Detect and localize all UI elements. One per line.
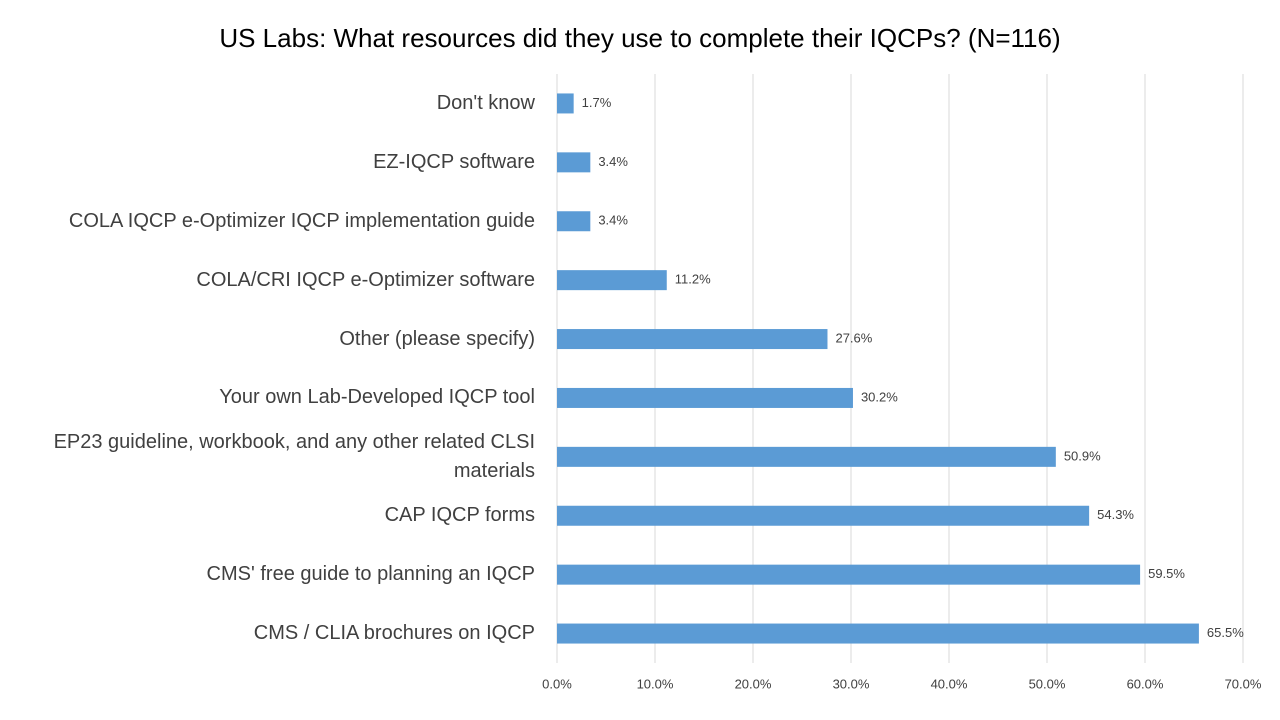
data-label: 50.9% — [1064, 448, 1101, 463]
category-label: CMS / CLIA brochures on IQCP — [253, 622, 535, 645]
category-label-box: CAP IQCP forms — [5, 487, 535, 545]
category-label: COLA/CRI IQCP e-Optimizer software — [196, 268, 535, 291]
category-label-box: CMS' free guide to planning an IQCP — [5, 546, 535, 604]
bar — [557, 152, 591, 173]
x-tick-label: 40.0% — [931, 676, 968, 691]
x-tick-label: 30.0% — [833, 676, 870, 691]
category-label-box: Other (please specify) — [5, 310, 535, 368]
category-label-box: Your own Lab-Developed IQCP tool — [5, 369, 535, 427]
bar — [557, 93, 574, 114]
x-tick-label: 0.0% — [542, 676, 572, 691]
data-label: 59.5% — [1148, 566, 1185, 581]
data-label: 54.3% — [1097, 507, 1134, 522]
data-label: 27.6% — [835, 330, 872, 345]
bar — [557, 564, 1141, 585]
bar — [557, 446, 1056, 467]
category-label: CAP IQCP forms — [384, 504, 535, 527]
x-tick-label: 70.0% — [1225, 676, 1262, 691]
x-tick-label: 20.0% — [735, 676, 772, 691]
category-label-box: EP23 guideline, workbook, and any other … — [5, 428, 535, 486]
data-label: 30.2% — [861, 389, 898, 404]
bar — [557, 329, 828, 350]
bar — [557, 270, 667, 291]
category-label: Other (please specify) — [339, 327, 535, 350]
data-label: 3.4% — [598, 154, 628, 169]
category-label: EP23 guideline, workbook, and any other … — [53, 430, 535, 482]
category-label-box: COLA IQCP e-Optimizer IQCP implementatio… — [5, 192, 535, 250]
data-label: 11.2% — [675, 272, 711, 287]
data-label: 65.5% — [1207, 625, 1244, 640]
chart-title: US Labs: What resources did they use to … — [219, 23, 1060, 53]
x-tick-label: 50.0% — [1029, 676, 1066, 691]
bar — [557, 505, 1090, 526]
data-label: 1.7% — [582, 95, 612, 110]
x-tick-label: 10.0% — [637, 676, 674, 691]
x-tick-label: 60.0% — [1127, 676, 1164, 691]
data-label: 3.4% — [598, 213, 628, 228]
category-label: Don't know — [436, 91, 535, 114]
category-label-box: CMS / CLIA brochures on IQCP — [5, 605, 535, 663]
category-label: Your own Lab-Developed IQCP tool — [219, 386, 535, 409]
category-label-box: Don't know — [5, 74, 535, 132]
category-label-box: COLA/CRI IQCP e-Optimizer software — [5, 251, 535, 309]
bar — [557, 623, 1199, 644]
bar — [557, 211, 591, 232]
category-label: COLA IQCP e-Optimizer IQCP implementatio… — [68, 209, 535, 232]
bar — [557, 387, 853, 408]
category-label: EZ-IQCP software — [373, 150, 535, 173]
category-label: CMS' free guide to planning an IQCP — [206, 563, 535, 586]
category-label-box: EZ-IQCP software — [5, 133, 535, 191]
